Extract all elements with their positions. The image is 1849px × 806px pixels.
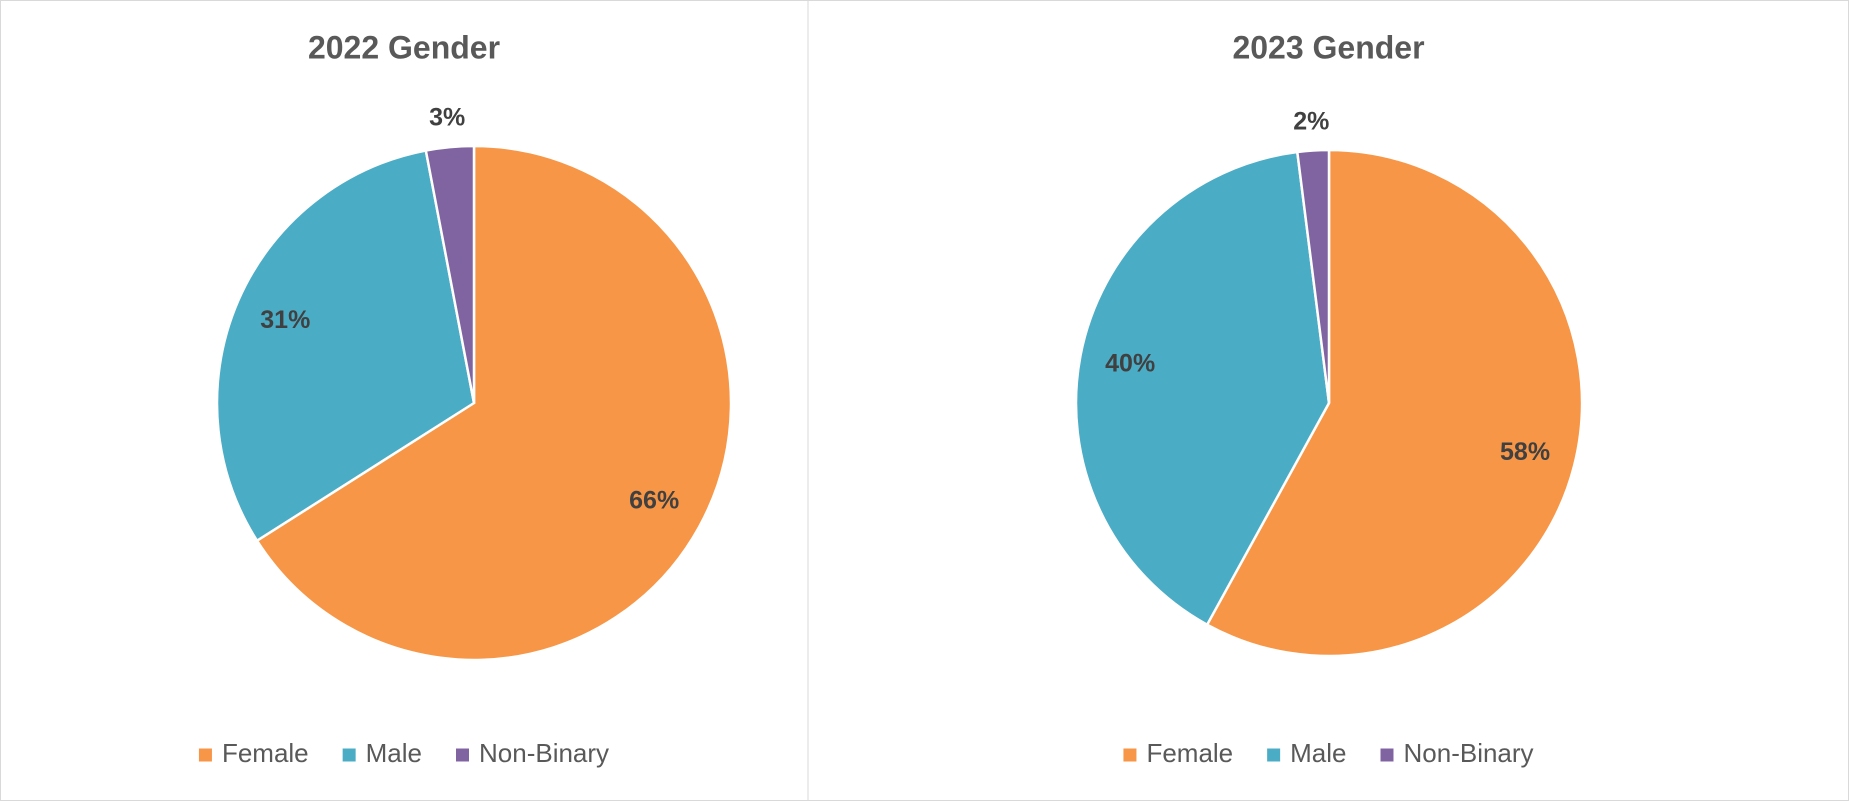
data-label: 40% [1105, 350, 1155, 378]
data-label: 66% [629, 487, 679, 515]
data-label: 3% [429, 104, 465, 132]
legend-label: Non-Binary [479, 738, 609, 768]
data-label: 2% [1293, 107, 1329, 135]
data-label: 58% [1500, 438, 1550, 466]
legend-swatch [1380, 748, 1394, 762]
legend-swatch [198, 748, 212, 762]
legend-label: Male [366, 738, 422, 768]
pie-slice [215, 149, 476, 543]
legend-label: Non-Binary [1404, 738, 1534, 768]
chart-title: 2023 Gender [1232, 29, 1424, 65]
legend-swatch [1267, 748, 1281, 762]
pie-slice [1074, 150, 1331, 627]
pie-slice [1295, 148, 1331, 404]
pie-slice [1205, 148, 1584, 658]
legend-label: Female [1146, 738, 1233, 768]
pie-slice [424, 144, 476, 404]
legend-swatch [1123, 748, 1137, 762]
legend-label: Female [222, 738, 309, 768]
legend-swatch [456, 748, 469, 762]
chart-title: 2022 Gender [308, 29, 500, 65]
data-label: 31% [260, 306, 310, 334]
legend-label: Male [1290, 738, 1346, 768]
legend-swatch [342, 748, 356, 762]
pie-slice [255, 144, 733, 662]
